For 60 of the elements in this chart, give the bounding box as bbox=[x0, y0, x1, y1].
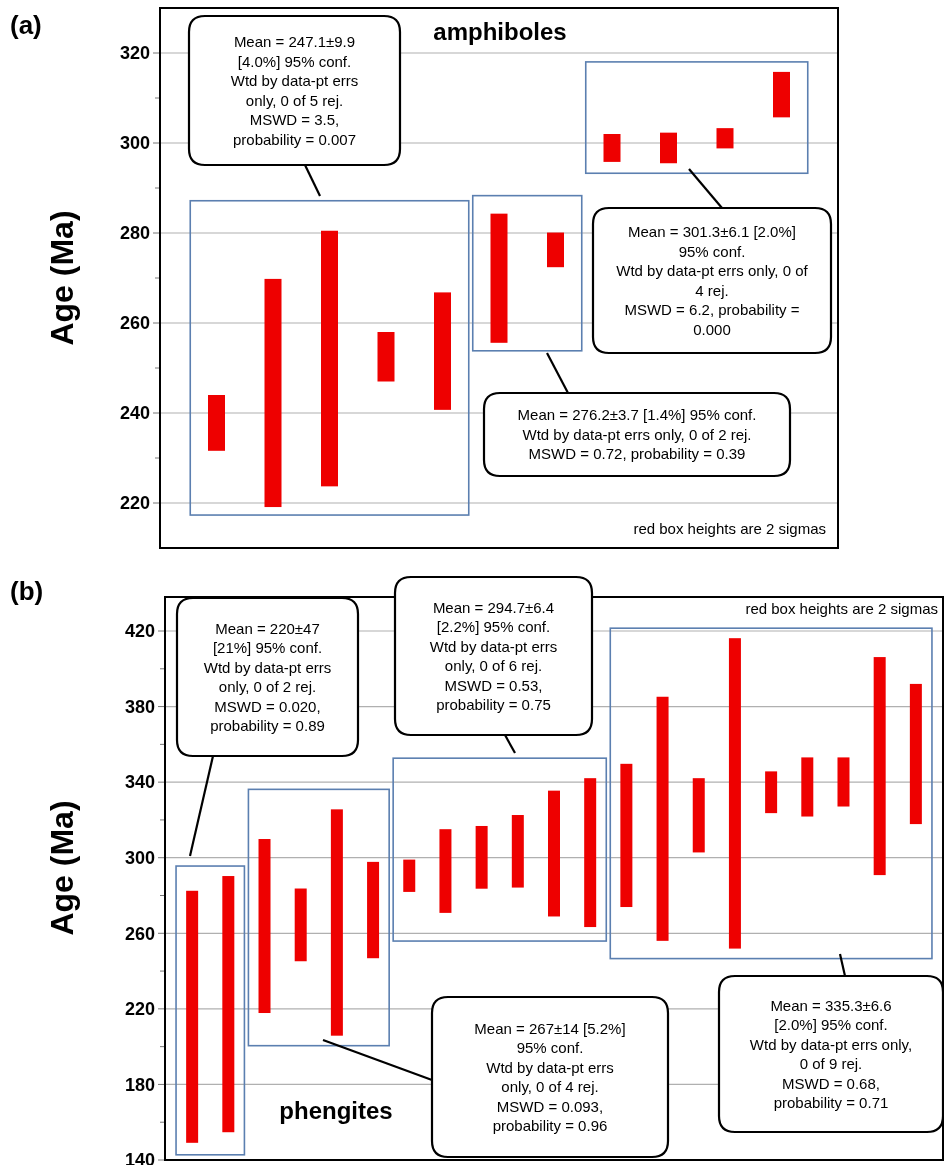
bar bbox=[330, 809, 343, 1036]
bar bbox=[434, 292, 451, 410]
annotation: red box heights are 2 sigmas bbox=[633, 520, 826, 537]
bar bbox=[403, 859, 416, 892]
chart-title: amphiboles bbox=[433, 18, 567, 45]
bar bbox=[765, 771, 778, 814]
bar bbox=[377, 332, 395, 382]
y-tick-label: 300 bbox=[124, 848, 155, 869]
annotation: Mean = 220±47 [21%] 95% conf. Wtd by data-pt errs only, 0 of 2 rej. MSWD = 0.020, probability = 0.89 bbox=[203, 619, 332, 734]
annotation: red box heights are 2 sigmas bbox=[745, 600, 938, 617]
text: (b) bbox=[10, 576, 44, 606]
bar bbox=[773, 71, 790, 118]
bar bbox=[222, 876, 235, 1133]
annotation: Mean = 267±14 [5.2%] 95% conf. Wtd by data-pt errs only, 0 of 4 rej. MSWD = 0.093, probability = 0.96 bbox=[474, 1019, 626, 1134]
bar bbox=[909, 683, 922, 825]
bar bbox=[321, 230, 338, 487]
bar bbox=[475, 825, 488, 889]
bar bbox=[186, 890, 199, 1143]
bar bbox=[439, 829, 452, 913]
bar bbox=[367, 861, 380, 959]
y-axis-title: Age (Ma) bbox=[44, 210, 81, 346]
text: phengites bbox=[279, 1097, 393, 1124]
y-tick-label: 320 bbox=[119, 43, 150, 64]
bar bbox=[511, 815, 524, 888]
bar bbox=[547, 232, 564, 268]
y-tick-label: 240 bbox=[119, 403, 150, 424]
y-tick-label: 280 bbox=[119, 223, 150, 244]
bar bbox=[716, 128, 734, 149]
bar bbox=[490, 213, 508, 343]
bar bbox=[728, 638, 741, 949]
bar bbox=[548, 790, 560, 917]
bar bbox=[208, 395, 225, 451]
y-tick-label: 300 bbox=[119, 133, 150, 154]
y-tick-label: 220 bbox=[119, 493, 150, 514]
bar bbox=[873, 657, 886, 876]
annotation: Mean = 301.3±6.1 [2.0%] 95% conf. Wtd by data-pt errs only, 0 of 4 rej. MSWD = 6.2, probability = 0.000 bbox=[616, 223, 809, 338]
bar bbox=[801, 757, 814, 817]
annotation: Mean = 247.1±9.9 [4.0%] 95% conf. Wtd by data-pt errs only, 0 of 5 rej. MSWD = 3.5, probability = 0.007 bbox=[230, 33, 359, 148]
bar bbox=[620, 763, 633, 908]
bar bbox=[294, 888, 307, 962]
annotation: Mean = 294.7±6.4 [2.2%] 95% conf. Wtd by data-pt errs only, 0 of 6 rej. MSWD = 0.53, probability = 0.75 bbox=[429, 598, 558, 713]
y-tick-label: 220 bbox=[124, 999, 155, 1020]
bar bbox=[837, 757, 850, 807]
annotation: Mean = 335.3±6.6 [2.0%] 95% conf. Wtd by data-pt errs only, 0 of 9 rej. MSWD = 0.68, probability = 0.71 bbox=[749, 996, 913, 1111]
bar bbox=[660, 132, 677, 164]
y-axis-title: Age (Ma) bbox=[44, 800, 81, 936]
y-tick-label: 420 bbox=[124, 621, 155, 642]
bar bbox=[692, 778, 705, 853]
y-tick-label: 380 bbox=[124, 696, 155, 717]
y-tick-label: 260 bbox=[124, 923, 155, 944]
bar bbox=[656, 696, 669, 941]
bar bbox=[258, 839, 271, 1014]
y-tick-label: 340 bbox=[124, 772, 155, 793]
annotation: Mean = 276.2±3.7 [1.4%] 95% conf. Wtd by data-pt errs only, 0 of 2 rej. MSWD = 0.72, probability = 0.39 bbox=[517, 406, 757, 463]
bar bbox=[264, 278, 282, 508]
y-tick-label: 260 bbox=[119, 313, 150, 334]
bar bbox=[603, 134, 621, 162]
bar bbox=[584, 778, 597, 928]
y-tick-label: 180 bbox=[124, 1074, 155, 1095]
text: (a) bbox=[10, 10, 42, 40]
